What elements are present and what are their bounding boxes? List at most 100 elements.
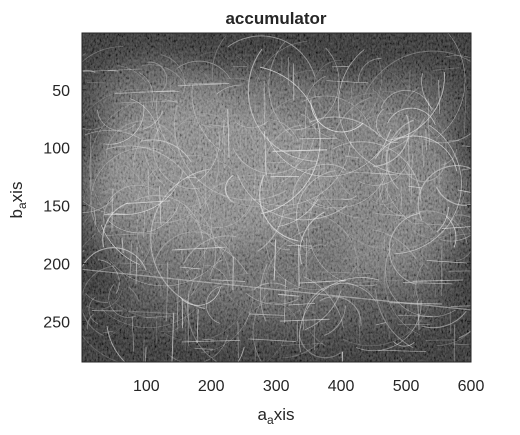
texture-arc [179, 121, 209, 131]
texture-arc [345, 120, 362, 128]
texture-arc [252, 140, 351, 206]
texture-arc [130, 98, 159, 141]
texture-arc [302, 283, 377, 330]
texture-arc [319, 296, 362, 326]
texture-arc [331, 157, 374, 173]
texture-line [410, 153, 413, 204]
texture-arc [397, 249, 426, 258]
texture-arc [395, 86, 420, 138]
texture-arc [380, 68, 421, 187]
texture-arc [381, 128, 412, 224]
texture-line [200, 124, 214, 128]
texture-line [298, 244, 300, 287]
texture-line [254, 333, 257, 362]
texture-line [129, 240, 133, 279]
texture-arc [86, 287, 123, 310]
texture-arc [217, 129, 268, 149]
texture-arc [436, 330, 471, 346]
texture-arc [392, 217, 434, 232]
texture-arc [176, 113, 238, 146]
texture-arc [101, 302, 202, 328]
texture-arc [293, 72, 299, 92]
texture-line [176, 279, 179, 332]
texture-arc [358, 160, 409, 186]
texture-arc [358, 136, 424, 154]
texture-arc [140, 139, 192, 163]
texture-arc [437, 33, 466, 138]
texture-arc [105, 145, 202, 209]
texture-arc [202, 264, 230, 288]
texture-arc [96, 109, 136, 131]
texture-arc [404, 160, 446, 183]
texture-arc [163, 310, 244, 342]
texture-line [87, 81, 106, 83]
texture-arc [128, 286, 140, 302]
x-axis-label-rest: xis [274, 405, 295, 424]
texture-arc [84, 130, 142, 140]
texture-line [107, 69, 119, 72]
texture-arc [140, 116, 179, 132]
texture-arc [318, 96, 368, 152]
texture-line [280, 318, 330, 322]
texture-line [91, 309, 123, 312]
texture-arc [147, 61, 168, 92]
texture-arc [259, 263, 269, 322]
texture-line [264, 131, 267, 176]
texture-arc [200, 70, 213, 89]
texture-arc [311, 153, 391, 209]
texture-line [462, 201, 471, 204]
texture-arc [216, 84, 242, 95]
texture-arc [436, 187, 471, 206]
texture-line [261, 164, 265, 223]
texture-arc [262, 69, 327, 126]
texture-arc [304, 339, 324, 362]
texture-arc [97, 259, 120, 294]
texture-line [248, 338, 296, 343]
texture-line [375, 213, 408, 217]
texture-line [166, 262, 169, 321]
texture-arc [211, 36, 276, 133]
texture-arc [271, 119, 301, 184]
texture-arc [90, 147, 164, 236]
texture-line [155, 90, 180, 93]
texture-arc [337, 275, 390, 340]
texture-arc [372, 163, 384, 202]
texture-arc [355, 300, 422, 352]
texture-line [115, 90, 175, 94]
texture-line [427, 98, 430, 145]
texture-line [201, 338, 215, 341]
texture-arc [254, 148, 264, 159]
texture-arc [327, 93, 375, 119]
texture-arc [187, 273, 219, 362]
x-tick: 100 [133, 33, 160, 395]
texture-arc [458, 330, 471, 339]
texture-line [345, 155, 360, 159]
texture-arc [393, 341, 415, 347]
texture-line [464, 85, 467, 136]
texture-line [143, 339, 145, 362]
texture-line [286, 244, 312, 247]
texture-arc [143, 150, 166, 187]
texture-line [294, 151, 297, 206]
texture-arc [285, 251, 311, 255]
texture-arc [265, 241, 357, 291]
x-axis-label: aaxis [258, 405, 295, 427]
texture-arc [196, 131, 220, 183]
texture-arc [358, 57, 382, 83]
texture-arc [179, 286, 222, 306]
texture-line [448, 270, 471, 272]
texture-line [121, 237, 124, 254]
texture-arc [313, 59, 342, 108]
y-tick-label: 50 [52, 83, 70, 100]
texture-arc [271, 227, 313, 250]
texture-arc [103, 184, 158, 226]
texture-line [181, 339, 241, 343]
x-ticks: 100 200 300 400 500 600 [133, 33, 484, 395]
y-tick: 100 [43, 141, 471, 158]
texture-arc [174, 104, 287, 201]
texture-line [283, 278, 287, 323]
texture-arc [320, 169, 352, 236]
texture-line [128, 310, 179, 315]
texture-line [180, 266, 202, 270]
texture-arc [103, 104, 145, 145]
